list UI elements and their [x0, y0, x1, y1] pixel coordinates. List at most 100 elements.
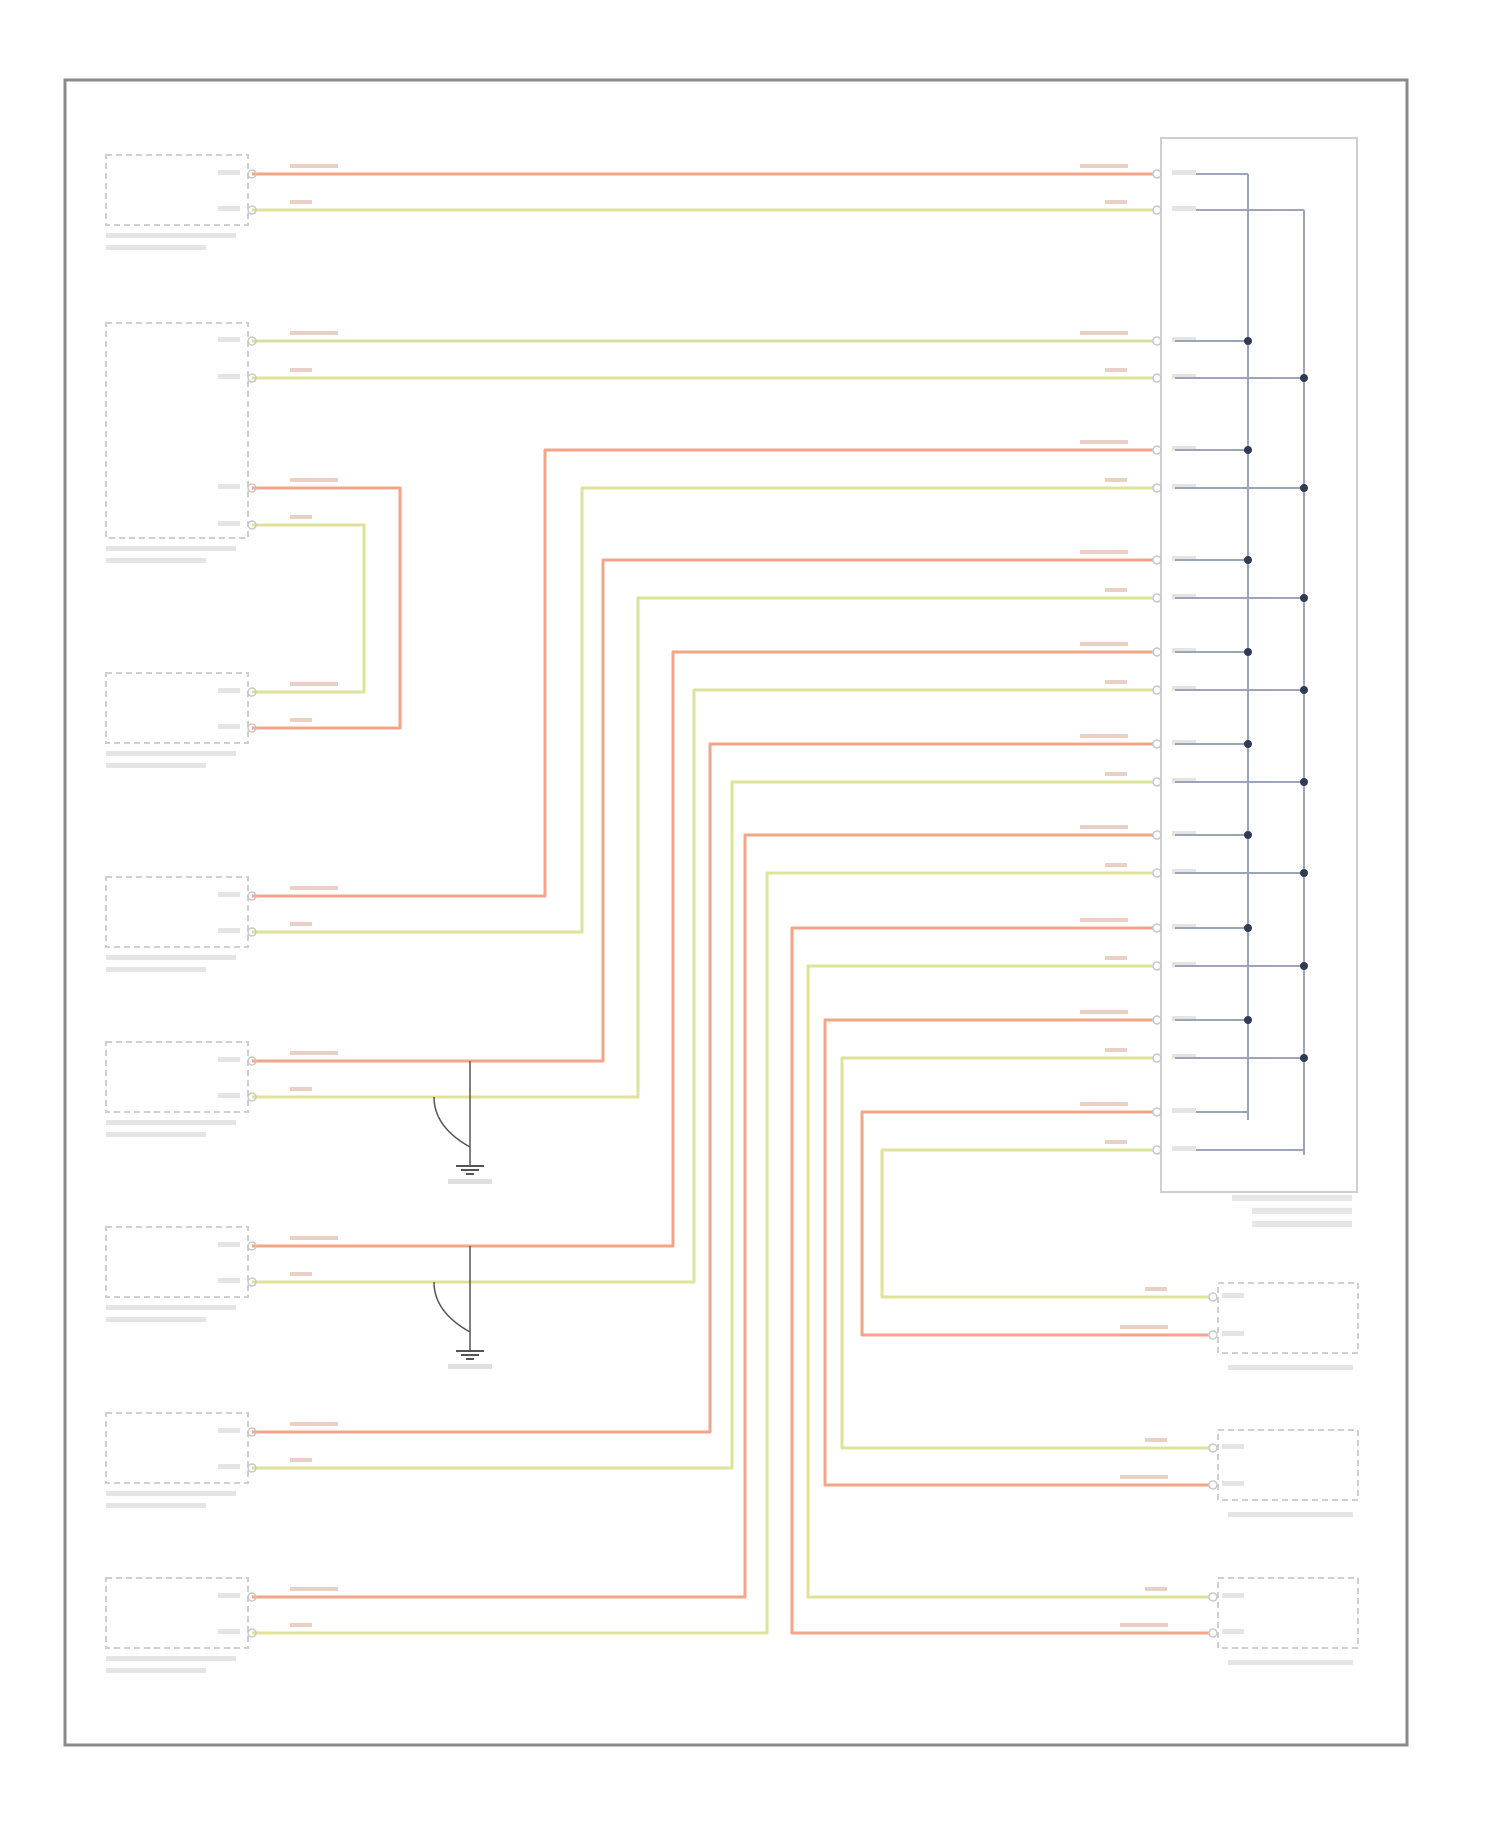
- data-link-connector-box: [1160, 137, 1358, 1193]
- wire-color-tag: [1105, 956, 1127, 960]
- wire-color-tag: [1105, 368, 1127, 372]
- splice-node: [1244, 556, 1252, 564]
- pin-terminal: [1208, 1330, 1218, 1340]
- wire-color-tag: [1105, 863, 1127, 867]
- pin-terminal: [247, 483, 257, 493]
- wire-color-tag: [1105, 478, 1127, 482]
- wire-color-tag: [290, 515, 312, 519]
- connector-pin: [1152, 685, 1162, 695]
- wire-color-tag: [290, 1051, 338, 1055]
- wire-color-tag: [1080, 440, 1128, 444]
- wire-color-tag: [290, 922, 312, 926]
- module-label-blur: [1228, 1512, 1353, 1517]
- pin-terminal: [1208, 1292, 1218, 1302]
- wire-color-tag: [1080, 1010, 1128, 1014]
- connector-pin-label-blur: [1172, 1016, 1196, 1021]
- connector-pin-label-blur: [1172, 648, 1196, 653]
- module-box-left-7: [105, 1412, 249, 1484]
- wire-color-tag: [290, 1422, 338, 1426]
- module-box-left-3: [105, 672, 249, 744]
- module-label-blur: [106, 1656, 236, 1661]
- ground-wire: [433, 1096, 471, 1148]
- wire-color-tag: [1145, 1287, 1167, 1291]
- pin-terminal: [247, 520, 257, 530]
- pin-label-blur: [218, 374, 240, 379]
- pin-terminal: [247, 1277, 257, 1287]
- connector-pin: [1152, 483, 1162, 493]
- connector-pin-label-blur: [1172, 740, 1196, 745]
- splice-node: [1300, 962, 1308, 970]
- connector-pin: [1152, 1053, 1162, 1063]
- module-label-blur: [1228, 1365, 1353, 1370]
- wire-color-tag: [1080, 550, 1128, 554]
- wire-color-tag: [290, 1458, 312, 1462]
- connector-pin-label-blur: [1172, 446, 1196, 451]
- connector-pin-label-blur: [1172, 337, 1196, 342]
- wire-color-tag: [1080, 734, 1128, 738]
- connector-pin: [1152, 445, 1162, 455]
- connector-label-blur: [1252, 1208, 1352, 1214]
- wire-color-tag: [1145, 1438, 1167, 1442]
- wire-color-tag: [290, 200, 312, 204]
- wire-color-tag: [1145, 1587, 1167, 1591]
- pin-terminal: [247, 169, 257, 179]
- wire-red: [790, 926, 1209, 1635]
- pin-label-blur: [1222, 1629, 1244, 1634]
- wire-color-tag: [1120, 1325, 1168, 1329]
- connector-pin-label-blur: [1172, 556, 1196, 561]
- connector-pin-label-blur: [1172, 170, 1196, 175]
- connector-pin: [1152, 961, 1162, 971]
- pin-label-blur: [218, 206, 240, 211]
- module-box-left-8: [105, 1577, 249, 1649]
- splice-node: [1244, 446, 1252, 454]
- wire-yellow: [806, 964, 1209, 1599]
- module-label-blur: [1228, 1660, 1353, 1665]
- wire-red: [860, 1110, 1209, 1337]
- pin-terminal: [247, 336, 257, 346]
- pin-label-blur: [218, 1278, 240, 1283]
- connector-pin-label-blur: [1172, 778, 1196, 783]
- pin-label-blur: [218, 892, 240, 897]
- connector-pin: [1152, 373, 1162, 383]
- splice-node: [1300, 686, 1308, 694]
- pin-terminal: [247, 1092, 257, 1102]
- pin-terminal: [247, 1241, 257, 1251]
- connector-pin-label-blur: [1172, 594, 1196, 599]
- pin-label-blur: [218, 521, 240, 526]
- wire-color-tag: [1120, 1475, 1168, 1479]
- wire-color-tag: [1105, 680, 1127, 684]
- pin-label-blur: [218, 170, 240, 175]
- connector-pin-label-blur: [1172, 1146, 1196, 1151]
- pin-terminal: [247, 1427, 257, 1437]
- pin-terminal: [247, 205, 257, 215]
- module-label-blur: [106, 1120, 236, 1125]
- connector-pin: [1152, 923, 1162, 933]
- connector-pin-label-blur: [1172, 831, 1196, 836]
- splice-node: [1244, 924, 1252, 932]
- splice-node: [1300, 778, 1308, 786]
- wire-color-tag: [1080, 642, 1128, 646]
- pin-label-blur: [218, 1057, 240, 1062]
- wire-color-tag: [1080, 825, 1128, 829]
- module-box-left-1: [105, 154, 249, 226]
- connector-pin-label-blur: [1172, 206, 1196, 211]
- wire-color-tag: [290, 718, 312, 722]
- wire-yellow: [840, 1056, 1209, 1450]
- pin-label-blur: [1222, 1331, 1244, 1336]
- splice-node: [1300, 1054, 1308, 1062]
- module-box-left-4: [105, 876, 249, 948]
- wire-red: [252, 650, 1153, 1248]
- connector-pin: [1152, 647, 1162, 657]
- module-label-blur: [106, 1132, 206, 1137]
- wire-color-tag: [1080, 1102, 1128, 1106]
- pin-terminal: [247, 891, 257, 901]
- splice-node: [1300, 374, 1308, 382]
- splice-node: [1244, 337, 1252, 345]
- wire-color-tag: [290, 164, 338, 168]
- splice-node: [1244, 831, 1252, 839]
- module-label-blur: [106, 1668, 206, 1673]
- splice-node: [1300, 484, 1308, 492]
- module-box-right-1: [1217, 1282, 1359, 1354]
